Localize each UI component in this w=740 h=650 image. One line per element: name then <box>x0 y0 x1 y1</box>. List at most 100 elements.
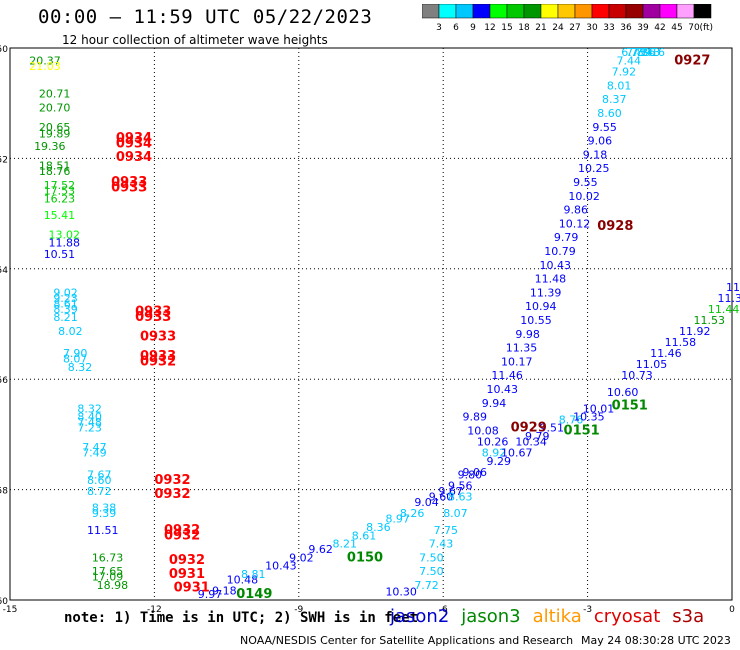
swh-value: 11.46 <box>650 347 682 360</box>
swh-value: 9.97 <box>198 588 223 601</box>
x-tick-label: -12 <box>147 605 162 615</box>
pass-time-label: 0150 <box>347 550 383 565</box>
swh-value: 9.98 <box>515 328 540 341</box>
colorbar-label: 24 <box>552 23 564 33</box>
pass-time-label: 0933 <box>111 175 147 190</box>
pass-time-label: 0934 <box>116 150 152 165</box>
swh-value: 11.05 <box>636 358 668 371</box>
swh-value: 8.26 <box>400 507 425 520</box>
chart-subtitle: 12 hour collection of altimeter wave hei… <box>62 33 328 47</box>
pass-time-label: 0933 <box>135 310 171 325</box>
pass-time-label: 0929 <box>511 421 547 436</box>
swh-value: 11.88 <box>49 237 81 250</box>
pass-time-label: 0931 <box>174 581 210 596</box>
colorbar-label: 39 <box>637 23 649 33</box>
swh-value: 19.36 <box>34 140 66 153</box>
swh-value: 7.43 <box>636 46 661 59</box>
swh-value: 10.55 <box>520 314 552 327</box>
swh-value: 11.58 <box>665 336 697 349</box>
swh-value: 9.39 <box>92 507 117 520</box>
y-tick-label: -58 <box>0 487 8 497</box>
swh-value: 9.79 <box>554 231 579 244</box>
swh-value: 9.06 <box>462 466 487 479</box>
swh-value: 8.92 <box>482 446 507 459</box>
colorbar-label: 30 <box>586 23 598 33</box>
swh-value: 7.49 <box>82 446 107 459</box>
plot-border <box>9 47 733 601</box>
swh-value: 7.75 <box>434 524 459 537</box>
swh-value: 10.35 <box>573 411 605 424</box>
swh-value: 9.86 <box>564 204 589 217</box>
colorbar-label: 21 <box>535 23 546 33</box>
pass-time-label: 0933 <box>135 305 171 320</box>
swh-value: 10.43 <box>539 259 571 272</box>
pass-time-label: 0932 <box>140 354 176 369</box>
swh-value: 10.34 <box>515 435 547 448</box>
swh-value: 11.48 <box>535 273 567 286</box>
x-tick-label: -15 <box>3 605 18 615</box>
swh-value: 9.94 <box>482 397 507 410</box>
swh-value: 7.92 <box>612 66 637 79</box>
pass-time-label: 0933 <box>140 349 176 364</box>
pass-time-label: 0933 <box>140 330 176 345</box>
swh-value: 8.61 <box>53 297 78 310</box>
colorbar-swatch <box>642 4 661 19</box>
swh-value: 11.38 <box>718 292 740 305</box>
swh-value: 9.18 <box>583 148 608 161</box>
swh-value: 8.60 <box>87 474 112 487</box>
pass-time-label: 0932 <box>164 528 200 543</box>
satellite-legend: jason2 jason3 altika cryosat s3a <box>390 606 716 627</box>
swh-value: 6.73 <box>621 46 646 59</box>
x-tick-label: -6 <box>439 605 448 615</box>
swh-value: 9.55 <box>592 121 617 134</box>
colorbar-swatch <box>455 4 474 19</box>
pass-time-label: 0932 <box>154 487 190 502</box>
y-tick-label: -60 <box>0 597 8 607</box>
swh-value: 8.81 <box>241 568 265 581</box>
swh-value: 8.02 <box>58 325 82 338</box>
swh-value: 9.06 <box>588 135 613 148</box>
swh-value: 7.44 <box>616 55 641 68</box>
swh-value: 10.02 <box>568 190 600 203</box>
pass-time-label: 0932 <box>164 523 200 538</box>
swh-value: 10.08 <box>467 424 499 437</box>
swh-value: 10.67 <box>501 446 532 459</box>
swh-value: 20.37 <box>29 55 61 68</box>
y-tick-label: -52 <box>0 155 8 165</box>
swh-value: 15.41 <box>44 209 75 222</box>
swh-value: 9.55 <box>573 176 598 189</box>
swh-value: 7.90 <box>63 347 88 360</box>
swh-value: 11.35 <box>506 342 537 355</box>
swh-value: 8.72 <box>87 485 112 498</box>
colorbar-label: 36 <box>620 23 632 33</box>
pass-time-label: 0934 <box>116 131 152 146</box>
swh-value: 17.52 <box>44 179 75 192</box>
swh-value: 10.01 <box>583 402 615 415</box>
swh-value: 8.40 <box>77 411 102 424</box>
grid-lines <box>10 48 732 600</box>
colorbar-swatch <box>523 4 542 19</box>
swh-value: 11.46 <box>491 369 523 382</box>
swh-value: 10.12 <box>559 217 591 230</box>
colorbar-swatch <box>489 4 508 19</box>
colorbar-swatch <box>557 4 576 19</box>
swh-value: 11.31 <box>726 281 740 294</box>
swh-value: 9.04 <box>414 496 439 509</box>
swh-value: 18.76 <box>39 165 71 178</box>
swh-value: 10.43 <box>487 383 519 396</box>
swh-value: 10.73 <box>621 369 653 382</box>
swh-value: 9.67 <box>438 485 463 498</box>
colorbar-label: 45 <box>671 23 682 33</box>
swh-value: 18.51 <box>39 159 71 172</box>
colorbar: 3 6 9 12 15 18 21 24 27 30 33 36 39 42 45 70 (ft) <box>422 4 713 33</box>
colorbar-swatch <box>608 4 627 19</box>
tick-labels: -50 -52 -54 -56 -58 -60-15 -12 -9 -6 -3 0 <box>0 45 735 615</box>
colorbar-unit: (ft) <box>699 23 713 33</box>
swh-value: 8.21 <box>332 538 357 551</box>
swh-value: 10.17 <box>501 355 532 368</box>
pass-time-label: 0934 <box>116 136 152 151</box>
swh-value: 7.50 <box>419 565 444 578</box>
swh-value: 7.48 <box>77 416 102 429</box>
swh-value: 9.62 <box>308 543 333 556</box>
